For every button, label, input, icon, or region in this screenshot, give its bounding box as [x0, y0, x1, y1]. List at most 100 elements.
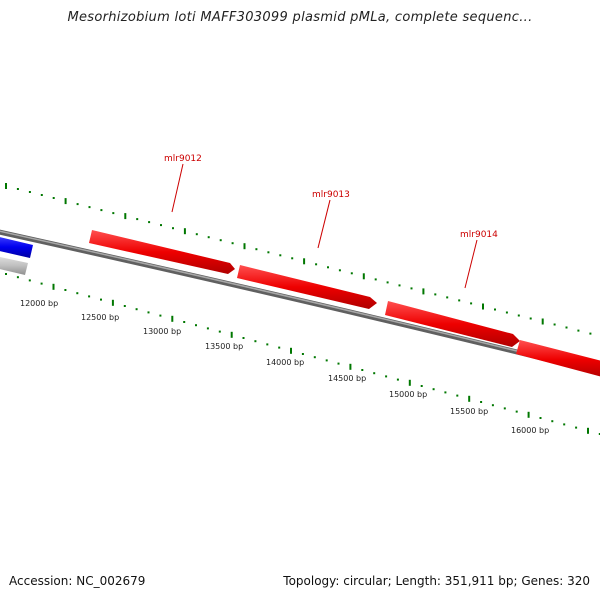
minor-tick [503, 407, 506, 410]
minor-tick [350, 272, 353, 275]
minor-tick [470, 302, 473, 305]
minor-tick [88, 206, 91, 209]
minor-tick [279, 254, 282, 257]
major-tick [171, 315, 174, 322]
minor-tick [480, 401, 483, 403]
minor-tick [494, 308, 496, 311]
minor-tick [565, 326, 568, 329]
gene-arrow-mlr9013[interactable] [237, 265, 377, 309]
bp-label: 15000 bp [389, 390, 427, 399]
minor-tick [5, 273, 7, 275]
map-title: Mesorhizobium loti MAFF303099 plasmid pM… [67, 10, 533, 25]
minor-tick [255, 248, 258, 251]
minor-tick [267, 251, 270, 254]
bp-label: 13500 bp [205, 342, 243, 351]
minor-tick [529, 317, 532, 320]
minor-tick [112, 212, 115, 215]
minor-tick [432, 388, 435, 391]
major-tick [468, 395, 471, 402]
major-tick [230, 331, 233, 338]
gene-arrow-gray[interactable] [0, 256, 28, 275]
minor-tick [183, 321, 186, 323]
minor-tick [76, 292, 79, 295]
minor-tick [539, 417, 542, 419]
minor-tick [207, 236, 210, 239]
bp-label: 12000 bp [20, 299, 58, 308]
minor-tick [575, 426, 578, 429]
minor-tick [410, 287, 413, 290]
minor-tick [374, 278, 377, 281]
gene-arrow-mlr9014[interactable] [385, 301, 520, 347]
gene-label-mlr9014[interactable]: mlr9014 [460, 230, 498, 240]
minor-tick [398, 284, 401, 287]
major-tick [408, 379, 411, 386]
minor-tick [195, 324, 197, 327]
minor-tick [100, 298, 102, 301]
minor-tick [148, 221, 151, 224]
minor-tick [147, 311, 150, 314]
major-tick [587, 427, 589, 434]
minor-tick [123, 305, 126, 307]
minor-tick [313, 356, 316, 359]
minor-tick [456, 394, 459, 397]
major-tick [422, 288, 425, 295]
gene-label-mlr9012[interactable]: mlr9012 [164, 154, 202, 164]
bp-label: 14500 bp [328, 374, 366, 383]
topology-summary-text: Topology: circular; Length: 351,911 bp; … [283, 574, 590, 588]
minor-tick [172, 227, 174, 230]
major-tick [111, 299, 114, 306]
major-tick [5, 183, 7, 189]
gene-arrow-mlr9012[interactable] [89, 230, 235, 274]
gene-arrow-blue[interactable] [0, 236, 33, 258]
minor-tick [327, 266, 329, 269]
minor-tick [458, 299, 461, 302]
bp-label: 13000 bp [143, 327, 181, 336]
minor-tick [515, 410, 518, 413]
minor-tick [40, 194, 43, 196]
major-tick [243, 243, 246, 250]
minor-tick [136, 218, 139, 221]
minor-tick [16, 188, 19, 190]
minor-tick [361, 369, 364, 371]
major-tick [52, 283, 55, 290]
minor-tick [135, 308, 138, 311]
minor-tick [219, 239, 222, 242]
minor-tick [28, 191, 31, 193]
minor-tick [159, 314, 162, 317]
minor-tick [598, 433, 600, 435]
minor-tick [577, 329, 580, 332]
major-tick [527, 411, 530, 418]
minor-tick [589, 332, 592, 335]
gene-arrow-partial[interactable] [516, 340, 600, 379]
minor-tick [88, 295, 91, 298]
accession-text: Accession: NC_002679 [9, 574, 146, 588]
leader-line-mlr9014 [464, 239, 478, 289]
minor-tick [52, 197, 55, 199]
minor-tick [517, 314, 520, 317]
minor-tick [266, 343, 269, 346]
minor-tick [291, 257, 294, 260]
bp-label: 15500 bp [450, 407, 488, 416]
minor-tick [444, 391, 447, 394]
minor-tick [337, 362, 340, 365]
minor-tick [325, 359, 328, 362]
bp-label: 14000 bp [266, 358, 304, 367]
minor-tick [505, 311, 508, 314]
minor-tick [278, 346, 281, 349]
minor-tick [76, 203, 79, 206]
minor-tick [16, 276, 19, 279]
bp-label: 16000 bp [511, 426, 549, 435]
major-tick [349, 363, 352, 370]
major-tick [290, 347, 292, 354]
minor-tick [386, 281, 389, 284]
minor-tick [420, 385, 423, 387]
minor-tick [206, 327, 209, 330]
minor-tick [396, 378, 399, 381]
gene-label-mlr9013[interactable]: mlr9013 [312, 190, 350, 200]
minor-tick [446, 296, 449, 299]
minor-tick [491, 404, 494, 407]
major-tick [64, 198, 67, 205]
minor-tick [301, 353, 304, 355]
minor-tick [64, 289, 67, 291]
